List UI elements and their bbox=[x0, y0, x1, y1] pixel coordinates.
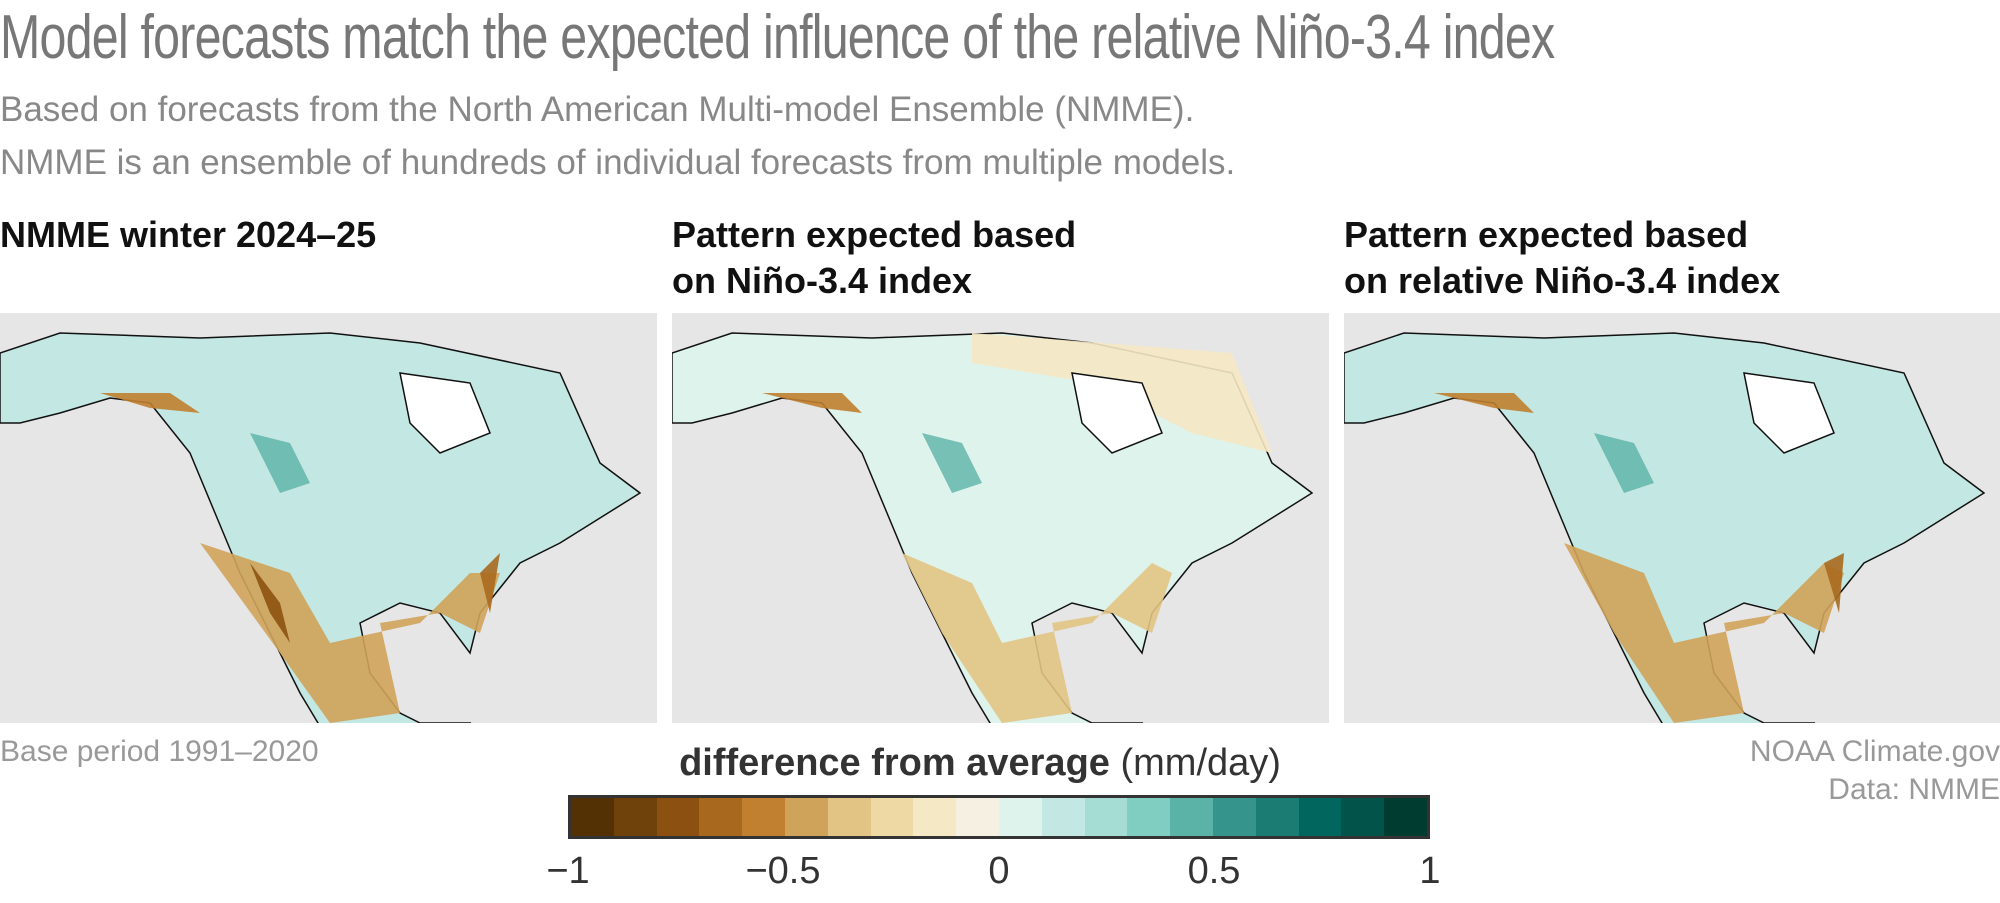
hudson-bay bbox=[1071, 372, 1163, 454]
colorbar-tick: −1 bbox=[546, 850, 590, 892]
teal-hotspot bbox=[1594, 433, 1654, 493]
colorbar-bin bbox=[1384, 798, 1427, 836]
subtitle-line-2: NMME is an ensemble of hundreds of indiv… bbox=[0, 143, 1236, 182]
anomaly-region bbox=[200, 543, 500, 723]
credit-data: Data: NMME bbox=[1828, 773, 2000, 806]
colorbar-bin bbox=[784, 798, 828, 836]
anomaly-region bbox=[1824, 553, 1844, 613]
colorbar-bin bbox=[827, 798, 871, 836]
colorbar-bin bbox=[699, 798, 743, 836]
colorbar-bin bbox=[656, 798, 700, 836]
colorbar-bin bbox=[956, 798, 999, 836]
legend-title-bold: difference from average bbox=[679, 742, 1110, 784]
panel-title-relative-nino34: Pattern expected based on relative Niño-… bbox=[1344, 214, 1781, 301]
anomaly-region bbox=[762, 393, 862, 413]
colorbar-bin bbox=[1298, 798, 1342, 836]
colorbar-tick: 1 bbox=[1419, 850, 1441, 892]
colorbar-bin bbox=[1341, 798, 1385, 836]
colorbar-bin bbox=[913, 798, 957, 836]
panel-title-nmme: NMME winter 2024–25 bbox=[0, 214, 377, 255]
map-relative-nino34 bbox=[1344, 313, 2000, 723]
colorbar-bin bbox=[998, 798, 1042, 836]
colorbar-bin bbox=[1041, 798, 1085, 836]
anomaly-region bbox=[480, 553, 500, 613]
base-period-note: Base period 1991–2020 bbox=[0, 735, 319, 768]
colorbar-bin bbox=[1170, 798, 1213, 836]
anomaly-region bbox=[1434, 393, 1534, 413]
colorbar-bin bbox=[1127, 798, 1171, 836]
hudson-bay bbox=[399, 372, 491, 454]
anomaly-region bbox=[100, 393, 200, 413]
colorbar-bin bbox=[870, 798, 914, 836]
legend-title: difference from average (mm/day) bbox=[679, 742, 1281, 785]
map-nmme bbox=[0, 313, 657, 723]
colorbar-tick: −0.5 bbox=[745, 850, 821, 892]
colorbar-bin bbox=[1255, 798, 1299, 836]
colorbar-tick: 0.5 bbox=[1187, 850, 1241, 892]
anomaly-region bbox=[1564, 543, 1844, 723]
colorbar-bin bbox=[1084, 798, 1128, 836]
colorbar-bin bbox=[613, 798, 657, 836]
colorbar-tick: 0 bbox=[988, 850, 1010, 892]
anomaly-region bbox=[250, 563, 290, 643]
colorbar bbox=[568, 795, 1430, 839]
legend-units: (mm/day) bbox=[1120, 742, 1281, 784]
map-nino34 bbox=[672, 313, 1329, 723]
panel-title-nino34: Pattern expected based on Niño-3.4 index bbox=[672, 214, 1077, 301]
subtitle-line-1: Based on forecasts from the North Americ… bbox=[0, 90, 1195, 129]
anomaly-region bbox=[902, 553, 1172, 723]
teal-hotspot bbox=[922, 433, 982, 493]
hudson-bay bbox=[1743, 372, 1835, 454]
credit-noaa: NOAA Climate.gov bbox=[1749, 735, 2000, 768]
colorbar-bin bbox=[571, 798, 614, 836]
colorbar-bin bbox=[742, 798, 785, 836]
colorbar-bin bbox=[1212, 798, 1256, 836]
chart-title: Model forecasts match the expected influ… bbox=[0, 3, 1555, 72]
teal-hotspot bbox=[250, 433, 310, 493]
